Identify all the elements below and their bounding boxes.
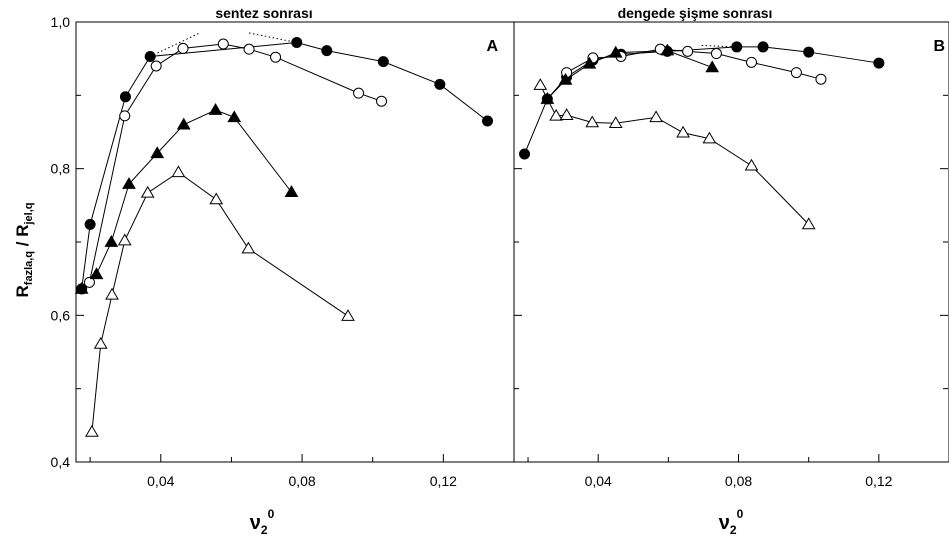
- x-tick-label: 0,04: [585, 473, 612, 489]
- y-axis-label-sub2: jel,q: [23, 203, 35, 226]
- series-line-open-triangle: [91, 171, 349, 432]
- point-open-triangle: [676, 125, 690, 138]
- point-open-triangle: [608, 116, 623, 129]
- point-open-circle: [83, 276, 95, 288]
- plot-frame-b: [513, 21, 949, 463]
- series-line-filled-triangle: [81, 109, 292, 290]
- point-open-triangle: [533, 78, 548, 90]
- y-tick-label: 0,6: [51, 307, 71, 323]
- point-open-circle: [119, 110, 131, 122]
- point-open-circle: [376, 95, 388, 107]
- point-filled-triangle: [104, 235, 119, 247]
- point-open-triangle: [649, 110, 663, 123]
- point-filled-circle: [731, 41, 743, 53]
- point-open-circle: [243, 43, 255, 55]
- point-filled-circle: [144, 50, 156, 62]
- series-line-filled-circle: [81, 42, 488, 289]
- point-filled-circle: [434, 78, 446, 90]
- x-tick-label: 0,04: [147, 473, 174, 489]
- point-filled-triangle: [558, 72, 573, 85]
- point-open-triangle: [801, 217, 816, 230]
- point-filled-circle: [482, 115, 494, 127]
- point-filled-triangle: [582, 56, 597, 69]
- point-filled-triangle: [150, 146, 165, 159]
- point-filled-circle: [119, 91, 131, 103]
- point-filled-triangle: [540, 92, 555, 104]
- panel-a-letter: A: [486, 38, 498, 55]
- point-open-circle: [217, 38, 229, 50]
- point-open-triangle: [105, 287, 119, 300]
- point-filled-circle: [757, 41, 769, 53]
- point-filled-triangle: [705, 60, 720, 73]
- point-filled-circle: [803, 46, 815, 58]
- point-filled-triangle: [208, 103, 223, 115]
- point-open-circle: [177, 42, 189, 54]
- point-filled-triangle: [89, 267, 104, 280]
- point-open-circle: [270, 51, 282, 63]
- point-open-circle: [815, 73, 827, 85]
- point-open-triangle: [549, 108, 563, 121]
- x-tick-label: 0,12: [430, 473, 457, 489]
- y-tick-label: 0,8: [51, 161, 71, 177]
- series-line-open-circle: [88, 43, 382, 283]
- point-open-circle: [353, 87, 365, 99]
- x-tick-label: 0,08: [725, 473, 752, 489]
- point-open-triangle: [744, 158, 759, 171]
- series-line-open-triangle: [539, 84, 810, 225]
- point-filled-circle: [84, 218, 96, 230]
- point-open-triangle: [341, 309, 355, 321]
- point-open-triangle: [209, 192, 224, 205]
- point-filled-triangle: [176, 117, 191, 130]
- y-axis-label: Rfazla,q / Rjel,q: [13, 203, 35, 298]
- panel-b-title: dengede şişme sonrası: [618, 5, 773, 21]
- point-filled-triangle: [284, 185, 299, 197]
- y-tick-label: 1,0: [51, 14, 71, 30]
- point-filled-circle: [873, 57, 885, 69]
- point-filled-triangle: [227, 110, 242, 123]
- panel-a-title: sentez sonrası: [215, 5, 312, 21]
- x-axis-label-a: ν20: [250, 507, 275, 537]
- dotted-extrapolation: [701, 44, 737, 48]
- y-axis-label-sub1: fazla,q: [23, 251, 35, 285]
- y-tick-label: 0,4: [51, 454, 71, 470]
- point-filled-triangle: [608, 45, 623, 58]
- plot-frame-a: [75, 21, 515, 463]
- point-open-circle: [150, 60, 162, 72]
- point-filled-triangle: [74, 281, 89, 294]
- x-axis-label-b: ν20: [719, 507, 744, 537]
- panel-a: 0,04 0,08 0,12 0,4 0,6 0,8 1,0: [51, 14, 515, 489]
- panel-b-letter: B: [933, 38, 945, 55]
- point-open-circle: [790, 67, 802, 79]
- point-open-triangle: [93, 336, 108, 349]
- point-filled-circle: [291, 37, 303, 49]
- point-open-circle: [745, 56, 757, 68]
- point-filled-triangle: [122, 177, 136, 189]
- point-open-triangle: [117, 233, 132, 246]
- dotted-extrapolation: [149, 32, 200, 57]
- panel-b: 0,04 0,08 0,12: [513, 21, 949, 489]
- series-line-filled-circle: [524, 46, 879, 155]
- point-open-triangle: [171, 165, 186, 178]
- x-tick-label: 0,12: [865, 473, 892, 489]
- dotted-extrapolation: [248, 32, 297, 44]
- point-filled-circle: [321, 45, 333, 57]
- x-tick-label: 0,08: [288, 473, 315, 489]
- point-filled-triangle: [660, 43, 675, 56]
- point-filled-circle: [519, 148, 531, 160]
- point-open-circle: [710, 48, 722, 60]
- point-open-triangle: [559, 108, 574, 120]
- point-open-triangle: [85, 424, 99, 437]
- point-open-circle: [682, 45, 694, 57]
- point-open-triangle: [241, 241, 256, 254]
- point-filled-circle: [377, 56, 389, 68]
- series-line-filled-triangle: [546, 50, 713, 100]
- point-open-triangle: [702, 131, 717, 144]
- point-open-triangle: [585, 115, 600, 128]
- series-line-open-circle: [566, 48, 822, 80]
- point-open-triangle: [140, 185, 155, 198]
